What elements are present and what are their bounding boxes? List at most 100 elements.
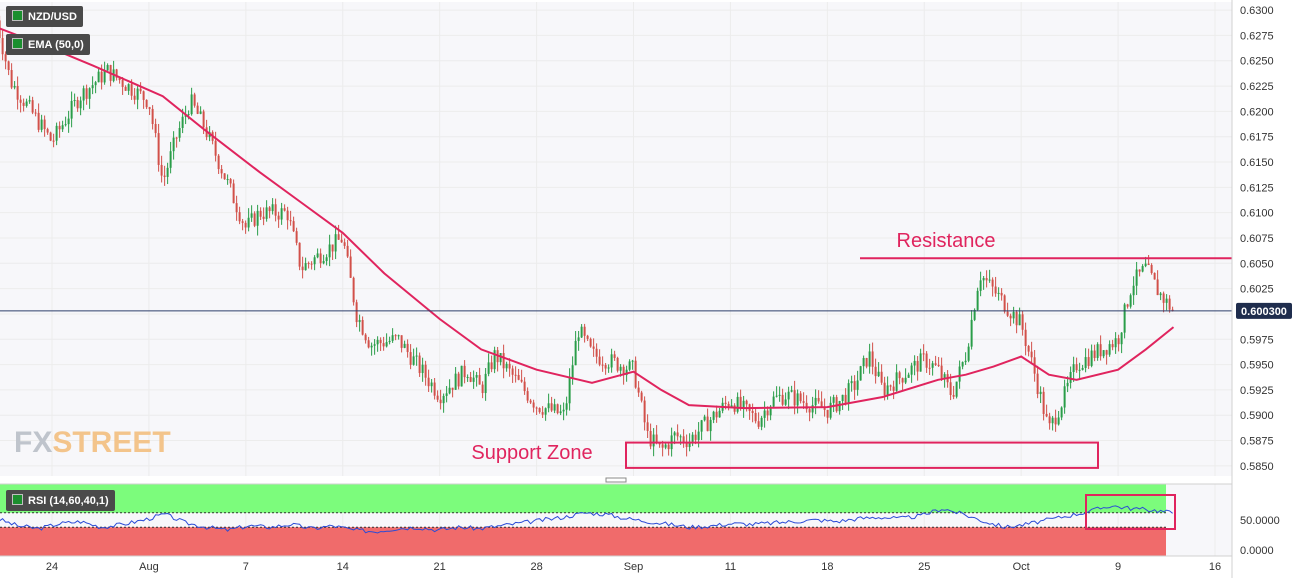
- support-zone-box: [625, 441, 1099, 469]
- candle-body: [1003, 295, 1006, 312]
- candle-body: [34, 112, 37, 114]
- candle-body: [106, 65, 109, 71]
- candle-body: [1000, 292, 1003, 296]
- candle-body: [334, 234, 337, 252]
- candle-body: [559, 411, 562, 414]
- candle-body: [799, 393, 802, 402]
- candle-body: [409, 352, 412, 365]
- candle-body: [454, 373, 457, 390]
- candle-body: [277, 215, 280, 220]
- candle-body: [355, 302, 358, 323]
- candle-body: [868, 351, 871, 367]
- candle-body: [94, 82, 97, 86]
- ema-badge[interactable]: EMA (50,0): [6, 34, 90, 55]
- date-tick-label: 21: [434, 561, 446, 573]
- candle-body: [280, 208, 283, 220]
- candle-body: [52, 140, 55, 142]
- candle-body: [169, 151, 172, 168]
- candle-body: [826, 409, 829, 418]
- candle-body: [358, 319, 361, 323]
- candle-body: [988, 279, 991, 281]
- candle-body: [517, 374, 520, 380]
- candle-body: [64, 124, 67, 126]
- symbol-badge-label: NZD/USD: [28, 11, 77, 23]
- candle-body: [403, 343, 406, 348]
- candle-body: [310, 263, 313, 265]
- candle-body: [913, 360, 916, 366]
- candle-body: [565, 403, 568, 410]
- candle-body: [730, 405, 733, 407]
- candle-body: [274, 204, 277, 216]
- candle-body: [907, 374, 910, 378]
- date-tick-label: 11: [725, 561, 736, 573]
- candle-body: [622, 366, 625, 376]
- candle-body: [928, 367, 931, 369]
- candle-body: [955, 381, 958, 397]
- candle-body: [847, 383, 850, 404]
- candle-body: [547, 403, 550, 409]
- candle-body: [493, 350, 496, 370]
- price-tick-label: 0.6125: [1240, 182, 1274, 194]
- candle-body: [892, 386, 895, 391]
- candle-body: [346, 245, 349, 257]
- candle-body: [367, 340, 370, 348]
- candle-body: [79, 100, 82, 109]
- candle-body: [430, 382, 433, 387]
- candle-body: [709, 419, 712, 432]
- candle-body: [487, 362, 490, 374]
- candle-body: [571, 365, 574, 378]
- candle-body: [874, 366, 877, 377]
- rsi-oversold-zone: [0, 527, 1166, 556]
- price-tick-label: 0.6300: [1240, 5, 1274, 17]
- candle-body: [451, 387, 454, 390]
- candle-body: [121, 80, 124, 87]
- date-tick-label: 9: [1115, 561, 1121, 573]
- candle-body: [529, 400, 532, 403]
- candle-body: [538, 408, 541, 413]
- candle-body: [910, 365, 913, 375]
- candle-body: [751, 410, 754, 414]
- rsi-badge[interactable]: RSI (14,60,40,1): [6, 490, 115, 511]
- candle-body: [232, 183, 235, 204]
- candle-body: [223, 173, 226, 180]
- candle-body: [574, 340, 577, 366]
- candle-body: [814, 397, 817, 406]
- candle-body: [1075, 364, 1078, 371]
- candle-body: [940, 365, 943, 379]
- candle-body: [922, 353, 925, 355]
- candle-body: [133, 95, 136, 100]
- candle-body: [370, 345, 373, 348]
- candle-body: [505, 363, 508, 369]
- candle-body: [283, 208, 286, 211]
- candle-body: [1168, 298, 1171, 310]
- price-tick-label: 0.6250: [1240, 56, 1274, 68]
- candle-body: [586, 335, 589, 339]
- price-panel-bg: [0, 2, 1232, 476]
- candle-body: [22, 102, 25, 106]
- symbol-badge[interactable]: NZD/USD: [6, 6, 83, 27]
- candle-body: [964, 360, 967, 363]
- candle-body: [961, 362, 964, 367]
- candle-body: [1153, 272, 1156, 280]
- candle-body: [55, 125, 58, 141]
- candles-group: [0, 15, 1174, 457]
- candle-body: [766, 410, 769, 416]
- candle-body: [238, 212, 241, 222]
- candle-body: [307, 263, 310, 265]
- candle-body: [181, 116, 184, 128]
- candle-body: [1063, 386, 1066, 408]
- candle-body: [127, 84, 130, 91]
- candle-body: [322, 261, 325, 264]
- candle-body: [142, 91, 145, 100]
- candle-body: [1138, 269, 1141, 272]
- candle-body: [958, 366, 961, 382]
- candle-body: [439, 399, 442, 404]
- candle-body: [394, 335, 397, 337]
- candle-body: [925, 353, 928, 368]
- candle-body: [427, 377, 430, 387]
- candle-body: [433, 382, 436, 396]
- candle-body: [580, 326, 583, 338]
- candle-body: [289, 220, 292, 222]
- candle-body: [1060, 407, 1063, 418]
- candle-body: [598, 356, 601, 365]
